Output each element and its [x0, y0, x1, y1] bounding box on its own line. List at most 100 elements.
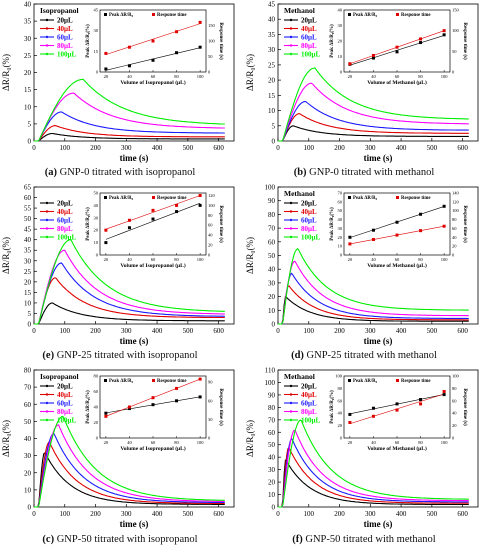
x-tick-label-b: 200 [334, 144, 345, 152]
inset-resp-point-e [151, 208, 155, 212]
inset-yleft-tick-label-d: 30 [338, 226, 343, 231]
y-tick-label-d: 50 [268, 252, 276, 260]
inset-peak-point-c [127, 407, 131, 411]
y-tick-label-f: 60 [268, 429, 276, 437]
inset-yleft-tick-label-b: 0 [340, 70, 343, 75]
caption-text-b: GNP-0 titrated with methanol [309, 167, 435, 178]
inset-resp-point-f [371, 414, 375, 418]
inset-yright-label-f: Response time (s) [462, 388, 467, 426]
caption-label-f: (f) [292, 534, 303, 545]
legend-marker-b [289, 52, 293, 56]
inset-peak-point-d [348, 235, 352, 239]
inset-yright-tick-label-d: 0 [452, 253, 455, 258]
inset-yright-tick-label-a: 150 [208, 23, 216, 28]
legend-label-f: 40μL [301, 391, 317, 399]
series-line-e-100ul [34, 239, 225, 325]
series-line-e-40ul [34, 277, 225, 325]
inset-yright-tick-label-d: 100 [452, 208, 460, 213]
panel-c: 0 100 200 300 400 500 600 0 10 20 30 40 50 60 70 80 time… [0, 366, 243, 550]
legend-marker-a [45, 44, 49, 47]
inset-area-f [343, 375, 451, 439]
series-line-c-60ul [34, 432, 225, 508]
inset-yright-tick-label-f: 20 [452, 423, 457, 428]
inset-x-tick-label-c: 80 [174, 440, 179, 445]
legend-title-b: Methanol [284, 6, 315, 15]
inset-yright-tick-label-e: 80 [208, 213, 213, 218]
legend-marker-b [289, 27, 293, 30]
series-line-c-80ul [34, 424, 225, 508]
x-tick-label-a: 400 [152, 144, 163, 152]
legend-label-e: 40μL [57, 208, 73, 216]
legend-label-a: 20μL [57, 17, 73, 25]
legend-title-c: Isopropanol [40, 372, 79, 381]
inset-resp-point-b [395, 45, 399, 49]
panel-f: 0 100 200 300 400 500 600 0 10 20 30 40 50 60 70 80 90 10… [244, 366, 487, 550]
inset-legend-resp-marker-f [396, 379, 399, 382]
x-tick-label-b: 300 [365, 144, 376, 152]
x-axis-label-f: time (s) [364, 519, 393, 529]
x-axis-label-e: time (s) [120, 336, 149, 346]
inset-yleft-tick-label-d: 70 [338, 191, 343, 196]
y-axis-label-e: ΔR/R₀(%) [1, 237, 11, 274]
x-tick-label-c: 600 [213, 510, 224, 518]
x-tick-label-d: 300 [365, 327, 376, 335]
inset-area-d [343, 192, 451, 256]
legend-marker-d [289, 201, 293, 205]
y-tick-label-e: 55 [24, 205, 32, 213]
legend-marker-c [45, 401, 49, 405]
caption-text-c: GNP-50 titrated with isopropanol [56, 534, 198, 545]
inset-x-tick-label-c: 60 [151, 440, 156, 445]
inset-legend-peak-marker-d [348, 196, 351, 199]
inset-yright-tick-label-b: 150 [452, 8, 460, 13]
y-tick-label-b: 25 [268, 61, 276, 69]
legend-label-b: 20μL [301, 17, 317, 25]
y-tick-label-a: 5 [28, 120, 32, 128]
inset-yright-tick-label-e: 20 [208, 243, 213, 248]
y-tick-label-f: 80 [268, 404, 276, 412]
y-tick-label-c: 70 [24, 384, 32, 392]
panel-b: 0 100 200 300 400 500 600 0 5 10 15 20 25 30 35 40 45 tim… [244, 0, 487, 183]
x-tick-label-c: 0 [32, 510, 36, 518]
x-tick-label-e: 500 [183, 327, 194, 335]
inset-resp-point-c [175, 386, 179, 390]
series-line-c-40ul [34, 441, 225, 508]
inset-yright-tick-label-e: 100 [208, 203, 216, 208]
inset-yleft-label-a: Peak ΔR/R₀(%) [86, 24, 91, 58]
inset-peak-point-b [371, 56, 375, 60]
y-tick-label-a: 30 [24, 35, 32, 43]
inset-peak-fit-e [105, 202, 201, 240]
inset-peak-point-e [127, 226, 131, 230]
inset-yleft-label-e: Peak ΔR/R₀(%) [86, 207, 91, 241]
inset-legend-resp-label-d: Response time [401, 196, 430, 201]
inset-resp-point-d [395, 233, 399, 237]
inset-resp-point-a [198, 20, 202, 24]
inset-legend-resp-label-e: Response time [157, 196, 186, 201]
y-tick-label-d: 80 [268, 211, 276, 219]
inset-yleft-tick-label-c: 60 [94, 389, 99, 394]
inset-x-tick-label-a: 100 [197, 74, 205, 79]
x-tick-label-a: 200 [90, 144, 101, 152]
inset-legend-resp-label-f: Response time [401, 379, 430, 384]
inset-x-tick-label-e: 100 [197, 257, 205, 262]
inset-peak-point-c [175, 399, 179, 403]
inset-yright-tick-label-f: 0 [452, 436, 455, 441]
y-tick-label-c: 50 [24, 418, 32, 426]
caption-c: (c) GNP-50 titrated with isopropanol [0, 534, 240, 545]
inset-area-c [99, 375, 207, 439]
inset-x-tick-label-b: 40 [371, 74, 376, 79]
legend-marker-b [289, 18, 293, 22]
inset-x-label-b: Volume of Methanol (μL) [367, 79, 427, 86]
inset-x-tick-label-a: 40 [127, 74, 132, 79]
x-tick-label-a: 100 [60, 144, 71, 152]
legend-marker-e [45, 227, 49, 230]
y-tick-label-d: 20 [268, 293, 276, 301]
legend-marker-f [289, 384, 293, 388]
inset-resp-point-c [198, 377, 202, 381]
inset-legend-resp-label-a: Response time [157, 13, 186, 18]
caption-label-b: (b) [293, 167, 307, 178]
x-tick-label-d: 0 [276, 327, 280, 335]
inset-resp-point-d [419, 229, 423, 233]
inset-x-tick-label-a: 60 [151, 74, 156, 79]
y-tick-label-f: 90 [268, 391, 276, 399]
legend-title-d: Methanol [284, 189, 315, 198]
